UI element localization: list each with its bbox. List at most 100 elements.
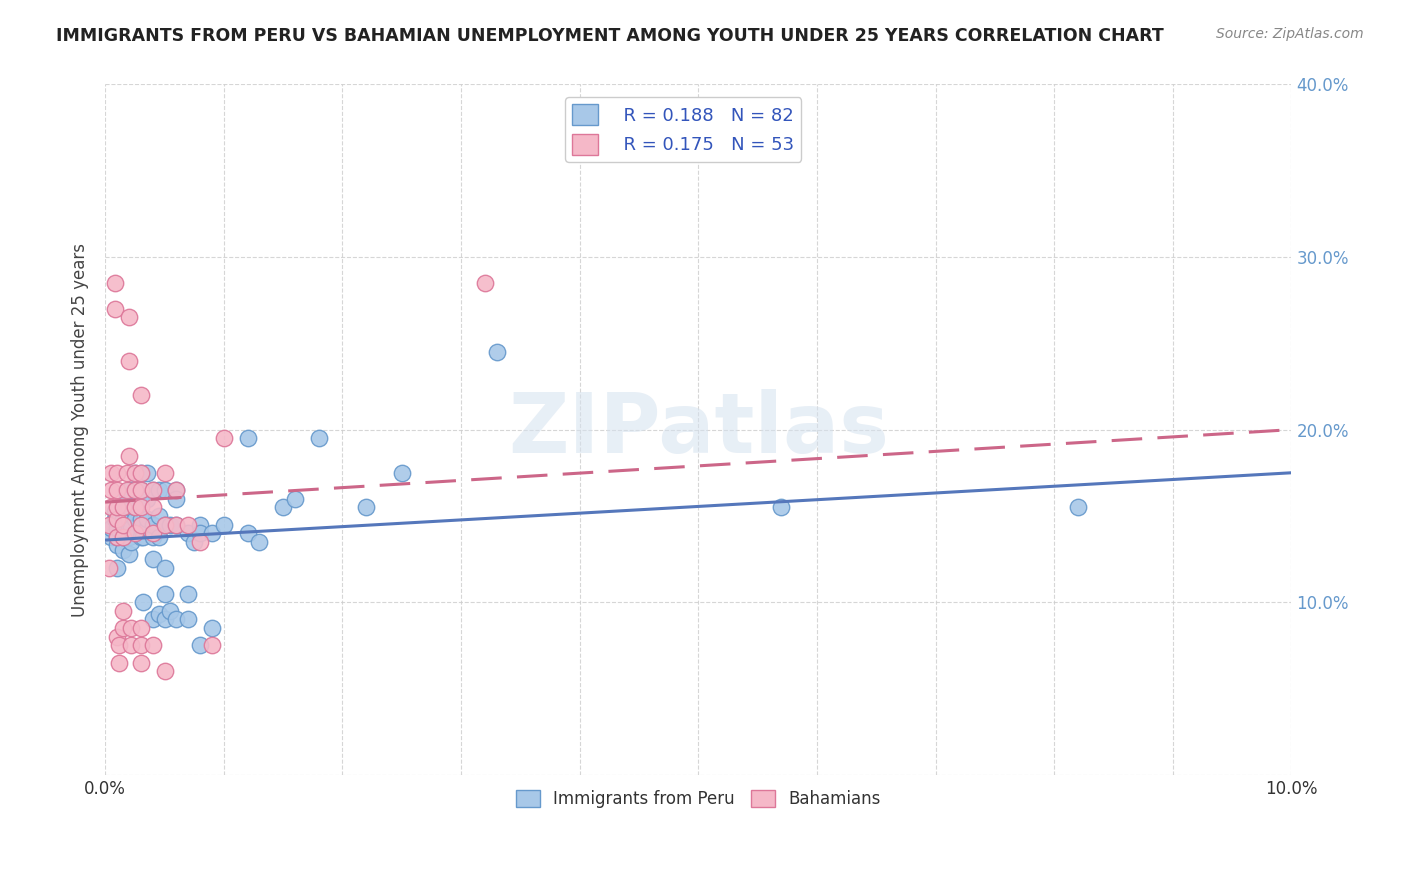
Point xyxy=(148,483,170,497)
Point xyxy=(249,534,271,549)
Point xyxy=(135,491,157,506)
Point xyxy=(391,466,413,480)
Point xyxy=(308,431,330,445)
Point xyxy=(104,276,127,290)
Point xyxy=(118,449,141,463)
Point xyxy=(104,301,127,316)
Point xyxy=(129,483,152,497)
Point xyxy=(284,491,307,506)
Point xyxy=(111,521,134,535)
Point xyxy=(118,530,141,544)
Point xyxy=(124,483,146,497)
Point xyxy=(118,521,141,535)
Point xyxy=(148,508,170,523)
Point xyxy=(115,483,138,497)
Point xyxy=(165,491,187,506)
Point xyxy=(100,483,122,497)
Point xyxy=(124,466,146,480)
Point xyxy=(111,530,134,544)
Point xyxy=(132,530,155,544)
Point xyxy=(142,612,165,626)
Point xyxy=(108,512,131,526)
Point xyxy=(201,639,224,653)
Text: Source: ZipAtlas.com: Source: ZipAtlas.com xyxy=(1216,27,1364,41)
Point xyxy=(153,665,176,679)
Text: IMMIGRANTS FROM PERU VS BAHAMIAN UNEMPLOYMENT AMONG YOUTH UNDER 25 YEARS CORRELA: IMMIGRANTS FROM PERU VS BAHAMIAN UNEMPLO… xyxy=(56,27,1164,45)
Point xyxy=(177,586,200,600)
Point xyxy=(354,500,377,515)
Point xyxy=(153,483,176,497)
Point xyxy=(271,500,294,515)
Point xyxy=(129,621,152,635)
Point xyxy=(118,353,141,368)
Point xyxy=(135,466,157,480)
Point xyxy=(108,500,131,515)
Point xyxy=(153,586,176,600)
Point xyxy=(100,530,122,544)
Point xyxy=(97,517,120,532)
Point xyxy=(201,526,224,541)
Point xyxy=(105,483,128,497)
Point xyxy=(108,656,131,670)
Point xyxy=(120,639,142,653)
Point xyxy=(142,552,165,566)
Point xyxy=(188,526,211,541)
Y-axis label: Unemployment Among Youth under 25 years: Unemployment Among Youth under 25 years xyxy=(72,243,89,616)
Point xyxy=(124,526,146,541)
Point xyxy=(115,466,138,480)
Point xyxy=(105,521,128,535)
Point xyxy=(1067,500,1090,515)
Point xyxy=(129,521,152,535)
Point xyxy=(118,310,141,325)
Point xyxy=(129,466,152,480)
Point xyxy=(129,500,152,515)
Legend: Immigrants from Peru, Bahamians: Immigrants from Peru, Bahamians xyxy=(509,783,887,814)
Point xyxy=(104,512,127,526)
Point xyxy=(111,500,134,515)
Point xyxy=(104,504,127,518)
Point xyxy=(111,512,134,526)
Point xyxy=(165,483,187,497)
Point xyxy=(118,500,141,515)
Point xyxy=(474,276,496,290)
Point xyxy=(115,500,138,515)
Point xyxy=(165,612,187,626)
Point xyxy=(100,466,122,480)
Point xyxy=(188,534,211,549)
Point xyxy=(100,500,122,515)
Point xyxy=(142,517,165,532)
Point xyxy=(177,526,200,541)
Point xyxy=(129,656,152,670)
Point xyxy=(111,530,134,544)
Point xyxy=(236,526,259,541)
Point xyxy=(120,521,142,535)
Point xyxy=(105,530,128,544)
Point xyxy=(159,517,181,532)
Point xyxy=(485,345,508,359)
Point xyxy=(129,495,152,509)
Point xyxy=(124,512,146,526)
Point xyxy=(105,538,128,552)
Point xyxy=(124,500,146,515)
Point xyxy=(111,517,134,532)
Point xyxy=(115,488,138,502)
Point xyxy=(105,500,128,515)
Point xyxy=(129,512,152,526)
Point xyxy=(142,500,165,515)
Point xyxy=(105,530,128,544)
Point xyxy=(212,431,235,445)
Point xyxy=(129,466,152,480)
Point xyxy=(153,612,176,626)
Point xyxy=(142,483,165,497)
Point xyxy=(142,483,165,497)
Point xyxy=(111,604,134,618)
Point xyxy=(124,483,146,497)
Point xyxy=(135,512,157,526)
Point xyxy=(142,526,165,541)
Point xyxy=(201,621,224,635)
Point xyxy=(640,146,662,161)
Point xyxy=(236,431,259,445)
Point xyxy=(120,534,142,549)
Point xyxy=(188,639,211,653)
Point xyxy=(105,560,128,574)
